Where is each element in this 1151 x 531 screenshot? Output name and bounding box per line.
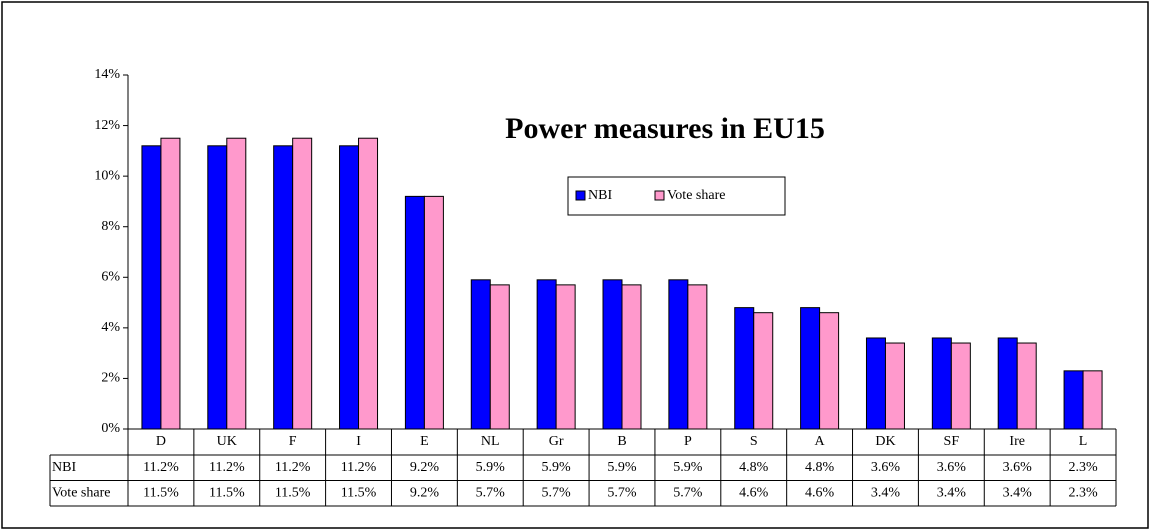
bar bbox=[931, 337, 952, 430]
table-cell: 3.6% bbox=[1003, 460, 1033, 475]
table-cell: 4.8% bbox=[805, 460, 835, 475]
bar bbox=[404, 195, 425, 430]
y-tick-label: 2% bbox=[101, 371, 120, 386]
table-cell: 9.2% bbox=[410, 460, 440, 475]
bar bbox=[207, 145, 228, 430]
table-cell: 11.5% bbox=[275, 485, 311, 500]
x-tick-label: L bbox=[1079, 434, 1088, 449]
bar bbox=[753, 312, 774, 430]
legend-box bbox=[567, 176, 786, 216]
table-cell: 5.9% bbox=[607, 460, 637, 475]
bar bbox=[273, 145, 294, 430]
bar bbox=[1082, 370, 1103, 430]
x-tick-label: UK bbox=[217, 434, 237, 449]
bar bbox=[997, 337, 1018, 430]
legend-swatch bbox=[654, 190, 665, 201]
bar bbox=[1016, 342, 1037, 430]
table-cell: 5.9% bbox=[673, 460, 703, 475]
table-cell: 4.8% bbox=[739, 460, 769, 475]
table-cell: 11.5% bbox=[209, 485, 245, 500]
table-cell: 9.2% bbox=[410, 485, 440, 500]
table-cell: 4.6% bbox=[739, 485, 769, 500]
x-tick-label: F bbox=[289, 434, 297, 449]
x-tick-label: D bbox=[156, 434, 166, 449]
bar bbox=[950, 342, 971, 430]
bar bbox=[358, 137, 379, 430]
x-tick-label: S bbox=[750, 434, 758, 449]
bar bbox=[160, 137, 181, 430]
y-tick-label: 14% bbox=[94, 67, 120, 82]
bar bbox=[226, 137, 247, 430]
legend-label: NBI bbox=[588, 188, 612, 203]
legend-label: Vote share bbox=[667, 188, 725, 203]
x-tick-label: A bbox=[815, 434, 826, 449]
table-cell: 5.7% bbox=[542, 485, 572, 500]
chart-title: Power measures in EU15 bbox=[505, 112, 825, 145]
table-cell: 4.6% bbox=[805, 485, 835, 500]
table-cell: 3.4% bbox=[937, 485, 967, 500]
table-cell: 2.3% bbox=[1068, 485, 1098, 500]
table-cell: 5.7% bbox=[607, 485, 637, 500]
x-tick-label: E bbox=[420, 434, 429, 449]
bar bbox=[884, 342, 905, 430]
y-tick-label: 10% bbox=[94, 168, 120, 183]
y-tick-label: 6% bbox=[101, 270, 120, 285]
bar bbox=[423, 195, 444, 430]
legend-swatch bbox=[575, 190, 586, 201]
y-tick-label: 4% bbox=[101, 320, 120, 335]
bar bbox=[734, 307, 755, 430]
table-cell: 3.4% bbox=[871, 485, 901, 500]
bar bbox=[339, 145, 360, 430]
table-cell: 11.5% bbox=[341, 485, 377, 500]
bar bbox=[141, 145, 162, 430]
x-tick-label: P bbox=[684, 434, 692, 449]
table-cell: 5.9% bbox=[542, 460, 572, 475]
table-cell: 11.2% bbox=[341, 460, 377, 475]
table-cell: 11.2% bbox=[209, 460, 245, 475]
x-tick-label: Gr bbox=[549, 434, 564, 449]
x-tick-label: Ire bbox=[1009, 434, 1025, 449]
table-cell: 5.7% bbox=[673, 485, 703, 500]
bar bbox=[668, 279, 689, 430]
table-cell: 3.4% bbox=[1003, 485, 1033, 500]
x-tick-label: B bbox=[617, 434, 626, 449]
bar bbox=[602, 279, 623, 430]
table-cell: 11.2% bbox=[275, 460, 311, 475]
bar bbox=[1063, 370, 1084, 430]
x-tick-label: DK bbox=[875, 434, 895, 449]
bar bbox=[621, 284, 642, 430]
table-cell: 11.2% bbox=[143, 460, 179, 475]
bar bbox=[687, 284, 708, 430]
table-cell: 2.3% bbox=[1068, 460, 1098, 475]
bar bbox=[292, 137, 313, 430]
table-row-header: Vote share bbox=[52, 485, 110, 500]
bar bbox=[819, 312, 840, 430]
x-tick-label: I bbox=[356, 434, 361, 449]
x-tick-label: SF bbox=[944, 434, 960, 449]
table-cell: 3.6% bbox=[871, 460, 901, 475]
bar bbox=[800, 307, 821, 430]
bar bbox=[470, 279, 491, 430]
table-cell: 5.7% bbox=[476, 485, 506, 500]
table-cell: 3.6% bbox=[937, 460, 967, 475]
table-cell: 11.5% bbox=[143, 485, 179, 500]
bar bbox=[489, 284, 510, 430]
x-tick-label: NL bbox=[481, 434, 500, 449]
y-tick-label: 8% bbox=[101, 219, 120, 234]
bar bbox=[536, 279, 557, 430]
table-row-header: NBI bbox=[52, 460, 76, 475]
table-cell: 5.9% bbox=[476, 460, 506, 475]
y-tick-label: 12% bbox=[94, 118, 120, 133]
bar bbox=[555, 284, 576, 430]
bar bbox=[865, 337, 886, 430]
y-tick-label: 0% bbox=[101, 421, 120, 436]
